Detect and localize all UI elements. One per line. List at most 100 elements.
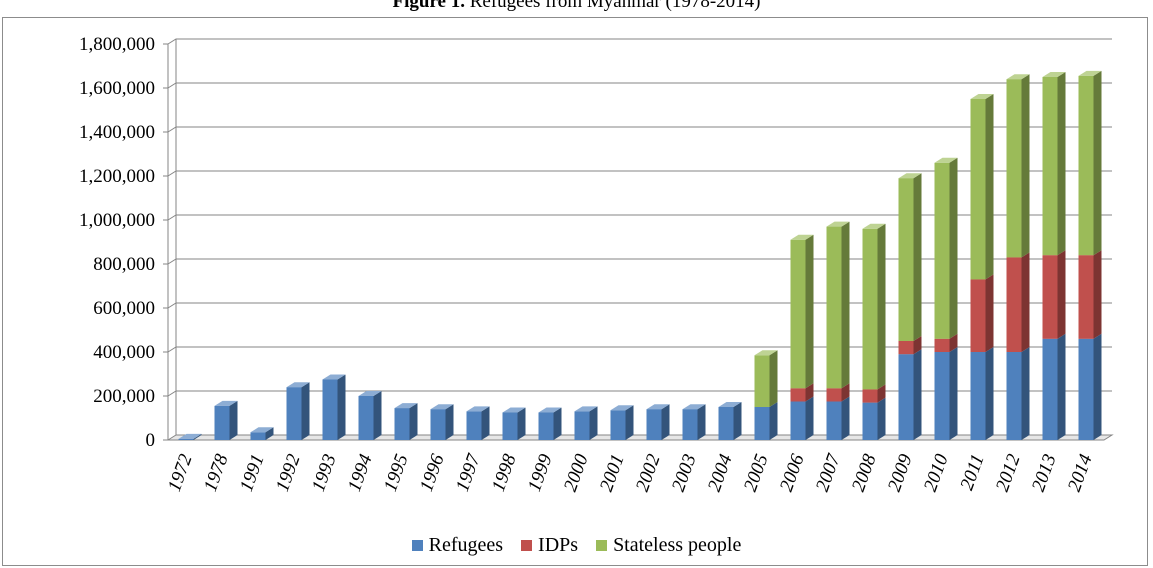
bar-front — [862, 228, 878, 390]
bar-segment-refugees — [178, 433, 202, 440]
bar-front — [898, 354, 914, 440]
bar-front — [466, 411, 482, 440]
gridline — [167, 126, 1112, 133]
bar-segment-refugees — [646, 404, 670, 440]
bar-side — [913, 173, 922, 341]
x-tick-label: 1992 — [272, 451, 305, 494]
bar-top — [754, 350, 778, 356]
bar-front — [394, 408, 410, 440]
bar-front — [718, 407, 734, 440]
bar-side — [805, 396, 814, 440]
bar-top — [178, 433, 202, 439]
bar-side — [949, 333, 958, 352]
x-tick-label: 1995 — [380, 452, 413, 495]
bar-front — [934, 352, 950, 440]
bar-segment-refugees — [502, 407, 526, 440]
legend-item-refugees: Refugees — [411, 534, 503, 557]
figure-title-text: Refugees from Myanmar (1978-2014) — [469, 0, 761, 12]
bar-segment-idps — [1042, 250, 1066, 339]
x-tick-label: 2002 — [632, 451, 665, 494]
bar-front — [898, 178, 914, 341]
bar-top — [898, 173, 922, 179]
bar-segment-refugees — [574, 406, 598, 440]
bar-top — [322, 374, 346, 380]
x-tick-label: 2013 — [1028, 452, 1061, 495]
bar-segment-refugees — [790, 396, 814, 440]
bar-front — [610, 410, 626, 440]
x-tick-label: 2009 — [884, 451, 917, 494]
bar-segment-stateless-people — [1078, 70, 1102, 256]
chart-floor — [166, 434, 1114, 441]
x-tick-label: 2004 — [704, 451, 737, 494]
bar-segment-refugees — [1042, 333, 1066, 440]
bar-side — [949, 347, 958, 440]
x-tick-label: 2014 — [1064, 451, 1097, 494]
bar-side — [1093, 250, 1102, 339]
bar-side — [1093, 70, 1102, 256]
bar-top — [826, 221, 850, 227]
y-tick-label: 1,000,000 — [79, 210, 155, 231]
bar-top — [538, 407, 562, 413]
bar-front — [862, 402, 878, 440]
bar-front — [1006, 79, 1022, 258]
bar-side — [805, 234, 814, 389]
bar-segment-refugees — [466, 406, 490, 440]
x-tick-label: 1993 — [308, 452, 341, 495]
y-tick-label: 1,200,000 — [79, 166, 155, 187]
bar-top — [250, 427, 274, 433]
bar-side — [1093, 333, 1102, 440]
x-tick-label: 1999 — [524, 451, 557, 494]
bar-side — [409, 403, 418, 440]
y-tick-label: 1,600,000 — [79, 78, 155, 99]
x-tick-label: 1996 — [416, 451, 449, 494]
x-tick-label: 1972 — [164, 451, 197, 494]
x-tick-label: 1978 — [200, 451, 233, 494]
bar-side — [193, 433, 202, 440]
gridline — [167, 214, 1112, 221]
bar-segment-refugees — [862, 397, 886, 440]
bar-front — [538, 412, 554, 440]
bar-front — [646, 409, 662, 440]
bar-segment-stateless-people — [754, 350, 778, 407]
legend-swatch-stateless — [596, 540, 608, 551]
bar-front — [898, 341, 914, 355]
bar-side — [301, 382, 310, 440]
bar-front — [250, 432, 266, 440]
bar-top — [934, 157, 958, 163]
y-tick-label: 800,000 — [93, 254, 155, 275]
x-tick-label: 1991 — [236, 452, 269, 495]
x-tick-label: 2010 — [920, 451, 953, 494]
chart-frame — [2, 17, 1148, 566]
bar-segment-refugees — [934, 347, 958, 440]
bar-segment-stateless-people — [970, 94, 994, 280]
bar-front — [1006, 257, 1022, 352]
y-tick-label: 0 — [146, 430, 156, 451]
legend-item-idps: IDPs — [521, 534, 578, 557]
bar-segment-refugees — [358, 391, 382, 440]
bar-front — [1078, 338, 1094, 440]
bar-side — [553, 407, 562, 440]
bar-segment-refugees — [214, 400, 238, 440]
bar-front — [1042, 77, 1058, 256]
bar-top — [610, 405, 634, 411]
bar-segment-stateless-people — [898, 173, 922, 341]
bar-front — [790, 388, 806, 402]
bar-front — [322, 379, 338, 440]
legend: Refugees IDPs Stateless people — [0, 534, 1153, 557]
bar-top — [718, 402, 742, 407]
bar-front — [682, 409, 698, 440]
bar-segment-idps — [1006, 252, 1030, 352]
bar-side — [373, 391, 382, 440]
bar-side — [445, 404, 454, 440]
bar-front — [826, 226, 842, 389]
bar-side — [805, 383, 814, 402]
bar-side — [985, 94, 994, 280]
bar-segment-refugees — [538, 407, 562, 440]
bar-segment-stateless-people — [826, 221, 850, 389]
y-axis-tick-labels: 0 200,000 400,000 600,000 800,000 1,000,000 1,… — [79, 34, 155, 451]
gridline — [167, 82, 1112, 89]
bar-front — [934, 162, 950, 339]
figure-title: Figure 1. Refugees from Myanmar (1978-20… — [0, 0, 1153, 13]
bar-segment-refugees — [826, 396, 850, 440]
